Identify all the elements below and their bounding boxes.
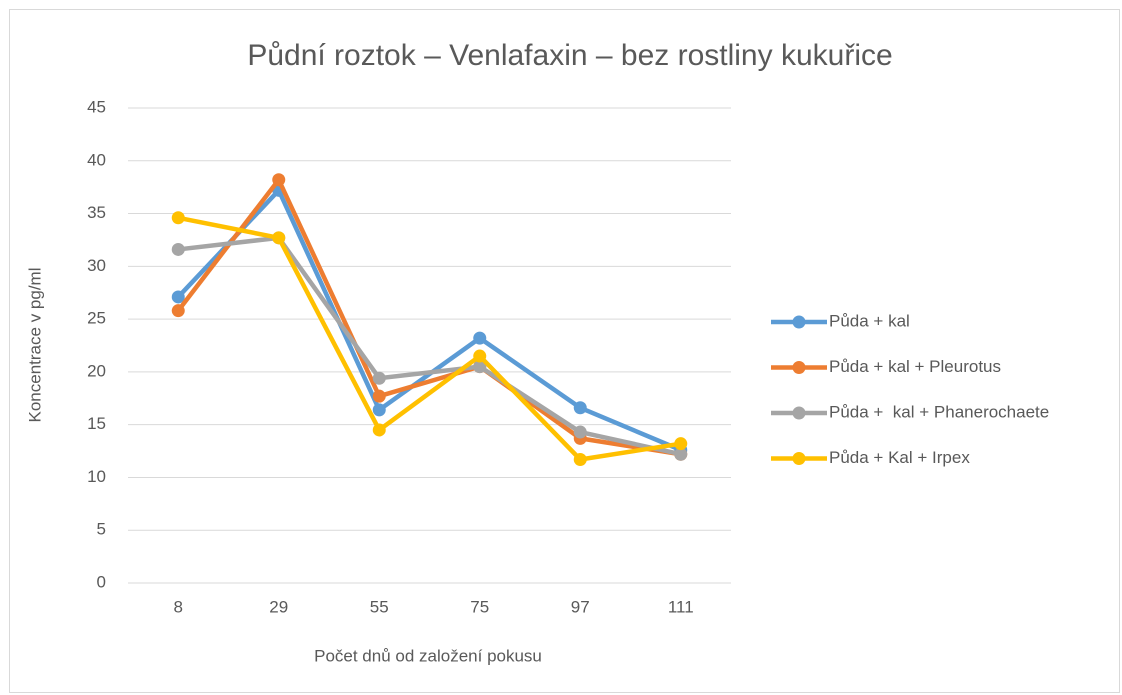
y-tick-label: 40 [87,150,106,169]
series-line [176,177,682,457]
y-tick-label: 25 [87,309,106,328]
data-point [171,211,185,225]
y-tick-label: 5 [97,520,106,539]
y-tick-label: 45 [87,97,106,116]
x-tick-label: 111 [668,597,694,616]
legend-marker [792,452,806,465]
series-line [177,215,682,462]
data-point [372,403,386,417]
chart-title: Půdní roztok – Venlafaxin – bez rostliny… [247,39,892,72]
data-point [372,423,386,437]
data-point [171,290,185,304]
legend-marker [792,315,806,329]
x-tick-label: 8 [174,597,183,616]
x-tick-label: 75 [470,597,489,616]
data-point [473,349,487,363]
data-point [372,371,386,385]
x-tick-label: 55 [370,597,389,616]
legend-label: Půda + kal [829,311,910,330]
legend-marker [792,406,806,420]
data-point [372,389,386,403]
data-point [573,425,587,439]
y-axis-label: Koncentrace v pg/ml [25,268,44,423]
y-tick-label: 30 [87,256,106,275]
data-point [674,447,688,461]
legend-label: Půda + kal + Pleurotus [829,357,1001,376]
chart-border [9,9,1120,693]
x-axis-label: Počet dnů od založení pokusu [314,646,542,665]
data-point [674,437,688,451]
data-point [473,331,487,345]
y-tick-label: 35 [87,203,106,222]
legend-label: Půda + kal + Phanerochaete [829,402,1049,421]
data-point [171,242,185,256]
y-tick-label: 0 [97,572,106,591]
data-point [573,401,587,415]
data-point [272,231,286,245]
data-point [272,173,286,187]
data-point [573,453,587,466]
data-point [473,360,487,374]
series-line [177,235,682,457]
x-tick-label: 29 [269,597,288,616]
data-point [171,304,185,318]
x-tick-label: 97 [571,597,590,616]
y-tick-label: 15 [87,414,106,433]
y-tick-label: 20 [87,361,106,380]
legend-marker [792,361,806,374]
y-tick-label: 10 [87,467,106,486]
legend-label: Půda + Kal + Irpex [829,448,970,467]
